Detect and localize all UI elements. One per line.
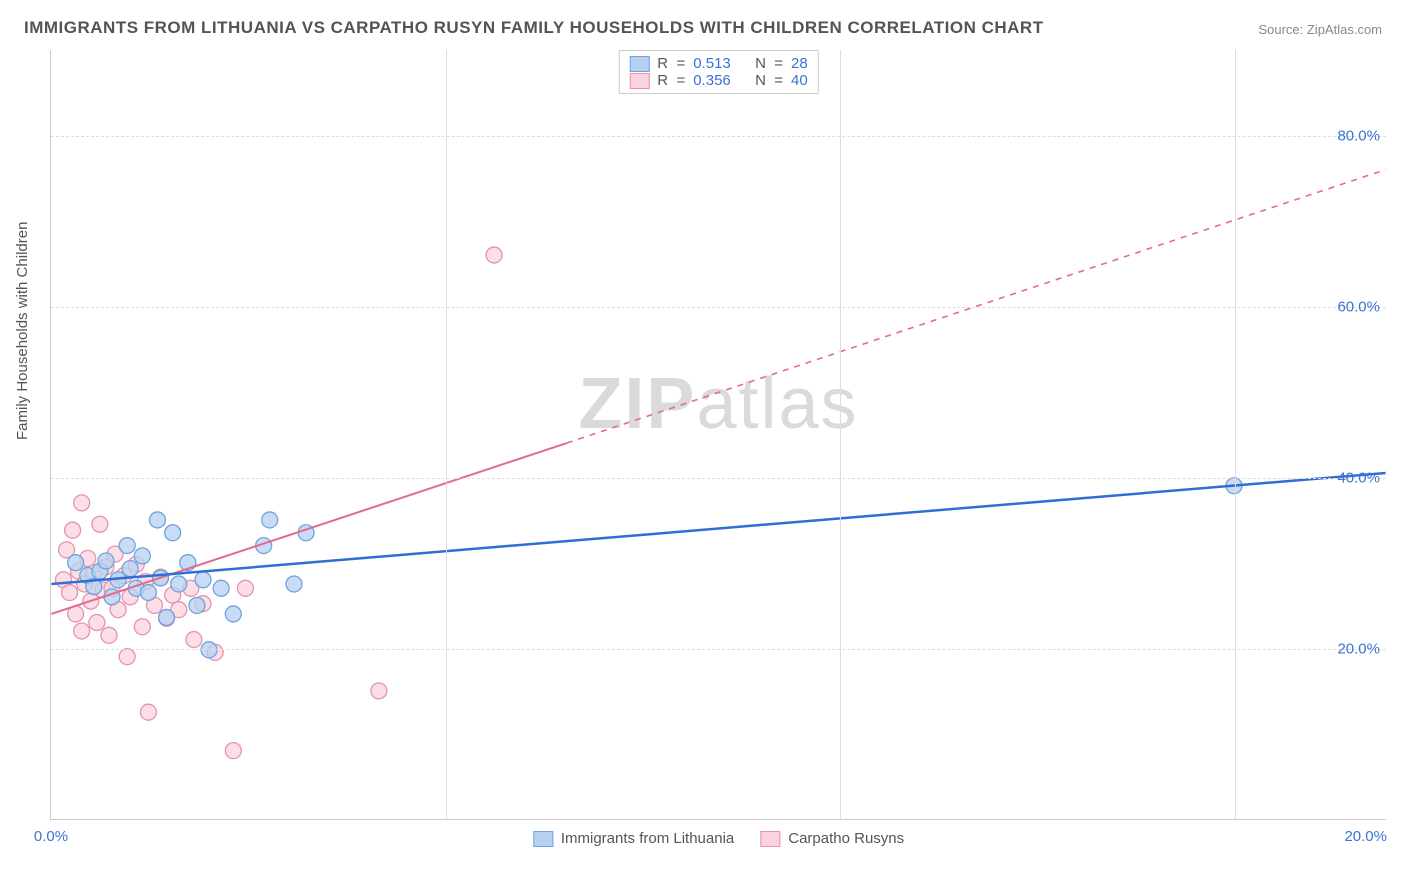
gridline-h	[51, 136, 1386, 137]
series-b-label: Carpatho Rusyns	[788, 830, 904, 847]
bottom-legend: Immigrants from Lithuania Carpatho Rusyn…	[533, 830, 904, 847]
scatter-point	[237, 580, 253, 596]
gridline-h	[51, 649, 1386, 650]
y-tick-label: 80.0%	[1337, 127, 1380, 144]
x-tick-label: 20.0%	[1344, 828, 1387, 845]
x-tick-label: 0.0%	[34, 828, 68, 845]
y-axis-label: Family Households with Children	[14, 222, 31, 440]
scatter-point	[189, 597, 205, 613]
gridline-h	[51, 307, 1386, 308]
chart-title: IMMIGRANTS FROM LITHUANIA VS CARPATHO RU…	[24, 18, 1044, 38]
scatter-point	[62, 585, 78, 601]
scatter-point	[74, 623, 90, 639]
scatter-point	[225, 606, 241, 622]
gridline-v	[840, 50, 841, 819]
legend-item-a: Immigrants from Lithuania	[533, 830, 734, 847]
scatter-point	[150, 512, 166, 528]
scatter-point	[140, 585, 156, 601]
scatter-point	[286, 576, 302, 592]
scatter-point	[171, 576, 187, 592]
plot-area: ZIPatlas R = 0.513 N = 28 R = 0.356 N = …	[50, 50, 1386, 820]
scatter-point	[98, 553, 114, 569]
scatter-point	[89, 614, 105, 630]
swatch-b-bottom	[760, 831, 780, 847]
scatter-point	[68, 555, 84, 571]
scatter-point	[165, 525, 181, 541]
scatter-point	[101, 627, 117, 643]
y-tick-label: 40.0%	[1337, 469, 1380, 486]
trendline-b-solid	[51, 443, 567, 614]
scatter-point	[186, 632, 202, 648]
scatter-point	[65, 522, 81, 538]
gridline-h	[51, 478, 1386, 479]
scatter-point	[140, 704, 156, 720]
scatter-point	[225, 743, 241, 759]
chart-svg	[51, 50, 1386, 819]
swatch-a-bottom	[533, 831, 553, 847]
source-attribution: Source: ZipAtlas.com	[1258, 22, 1382, 37]
scatter-point	[213, 580, 229, 596]
scatter-point	[159, 609, 175, 625]
legend-item-b: Carpatho Rusyns	[760, 830, 904, 847]
y-tick-label: 20.0%	[1337, 640, 1380, 657]
series-a-label: Immigrants from Lithuania	[561, 830, 734, 847]
gridline-v	[1235, 50, 1236, 819]
scatter-point	[119, 538, 135, 554]
scatter-point	[134, 548, 150, 564]
scatter-point	[371, 683, 387, 699]
scatter-point	[486, 247, 502, 263]
scatter-point	[195, 572, 211, 588]
scatter-point	[74, 495, 90, 511]
trendline-a	[51, 473, 1385, 584]
scatter-point	[134, 619, 150, 635]
gridline-v	[446, 50, 447, 819]
scatter-point	[119, 649, 135, 665]
y-tick-label: 60.0%	[1337, 298, 1380, 315]
scatter-point	[122, 561, 138, 577]
scatter-point	[92, 516, 108, 532]
scatter-point	[262, 512, 278, 528]
